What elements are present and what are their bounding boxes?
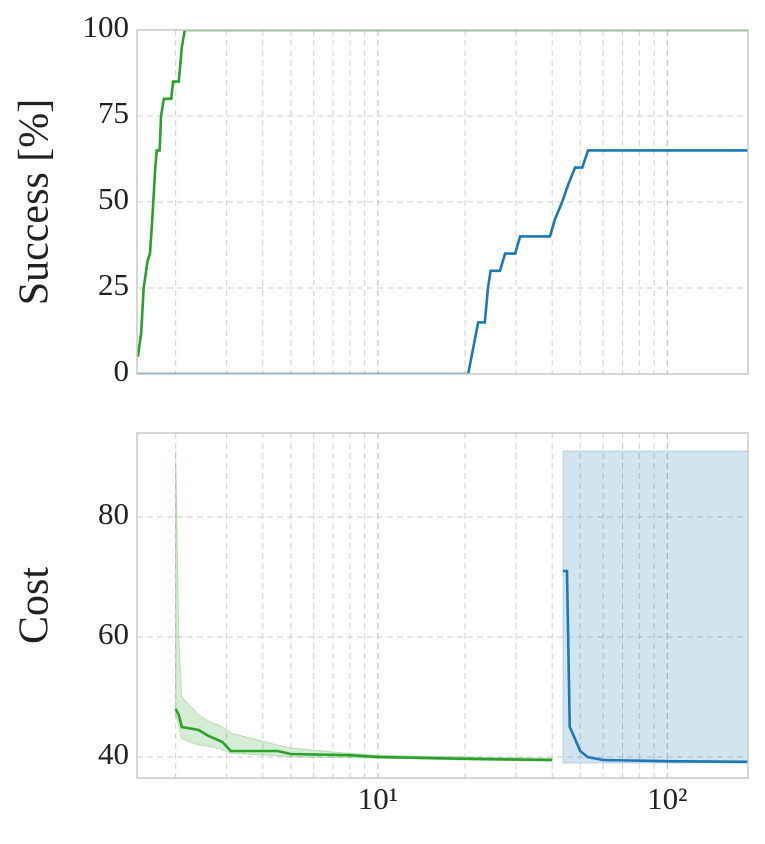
y-axis-label: Success [%]	[12, 99, 58, 305]
plot-area	[137, 30, 748, 374]
y-tick-label: 25	[98, 267, 129, 302]
y-tick-label: 0	[114, 353, 130, 388]
y-axis-label: Cost	[12, 567, 58, 644]
confidence-band	[562, 450, 748, 764]
plot-area	[174, 450, 748, 764]
confidence-band	[175, 450, 553, 762]
y-tick-label: 40	[98, 736, 129, 771]
axes-frame	[136, 432, 749, 779]
y-tick-label: 80	[98, 496, 129, 531]
y-tick-label: 75	[98, 95, 129, 130]
axes-frame	[136, 29, 749, 375]
series-line	[563, 569, 748, 764]
y-tick-label: 60	[98, 616, 129, 651]
y-tick-label: 100	[83, 9, 130, 44]
series-line	[137, 30, 748, 357]
series-line	[137, 149, 748, 374]
x-tick-label: 10¹	[358, 781, 398, 816]
x-tick-label: 10²	[647, 781, 687, 816]
y-tick-label: 50	[98, 181, 129, 216]
series-line	[174, 708, 553, 762]
